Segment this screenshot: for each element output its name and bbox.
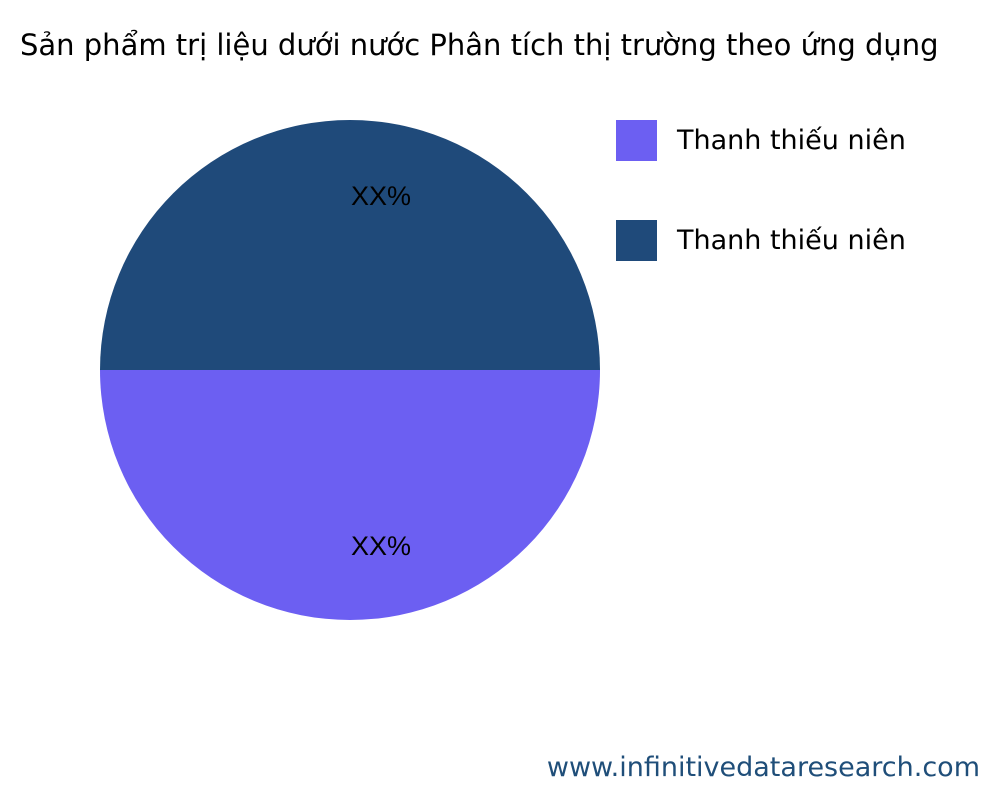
legend-item[interactable]: Thanh thiếu niên bbox=[616, 120, 906, 161]
legend-swatch bbox=[616, 120, 657, 161]
legend-label: Thanh thiếu niên bbox=[677, 225, 906, 256]
footer-url[interactable]: www.infinitivedataresearch.com bbox=[546, 752, 980, 783]
slice-data-label: XX% bbox=[351, 181, 411, 211]
chart-title: Sản phẩm trị liệu dưới nước Phân tích th… bbox=[20, 28, 939, 62]
pie-slice[interactable] bbox=[100, 120, 600, 370]
pie-slice[interactable] bbox=[100, 370, 600, 620]
slice-data-label: XX% bbox=[351, 531, 411, 561]
legend-label: Thanh thiếu niên bbox=[677, 125, 906, 156]
legend-item[interactable]: Thanh thiếu niên bbox=[616, 220, 906, 261]
legend-swatch bbox=[616, 220, 657, 261]
